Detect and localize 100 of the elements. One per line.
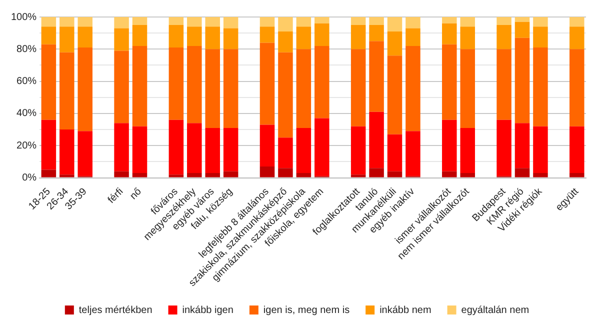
- bar: [387, 56, 402, 134]
- y-tick-label: 100%: [11, 12, 37, 23]
- bar: [187, 172, 202, 178]
- bar: [260, 42, 275, 125]
- bar: [223, 49, 238, 128]
- bar: [260, 26, 275, 43]
- bar: [132, 46, 148, 126]
- bar: [533, 17, 548, 27]
- bar: [369, 168, 384, 178]
- bar: [223, 17, 238, 28]
- bar: [406, 46, 420, 132]
- x-tick-label: nő: [128, 186, 144, 202]
- bar: [350, 49, 366, 126]
- bar: [387, 134, 402, 172]
- bar: [570, 17, 584, 27]
- bar: [496, 17, 512, 26]
- bar: [460, 26, 475, 50]
- bar: [533, 48, 548, 126]
- bar: [168, 25, 184, 48]
- bar: [460, 49, 475, 128]
- bar: [205, 128, 220, 173]
- bar: [187, 17, 202, 27]
- bar: [296, 172, 312, 178]
- bar: [205, 172, 220, 178]
- bar: [260, 17, 275, 27]
- bar: [41, 44, 56, 120]
- bar: [132, 25, 148, 46]
- bar: [41, 170, 56, 178]
- bar: [114, 50, 129, 124]
- bar: [387, 171, 402, 178]
- bar: [570, 172, 584, 178]
- legend-label: inkább nem: [380, 304, 432, 316]
- bar: [460, 128, 475, 173]
- legend-label: inkább igen: [182, 304, 234, 316]
- bar: [350, 174, 366, 178]
- bar: [533, 172, 548, 178]
- bar: [60, 17, 74, 27]
- bar: [533, 26, 548, 48]
- bar: [387, 17, 402, 32]
- bar: [41, 120, 56, 170]
- bar: [278, 52, 293, 138]
- bar: [296, 17, 312, 27]
- bar: [60, 174, 74, 178]
- bar: [187, 123, 202, 173]
- bar: [314, 46, 330, 118]
- bar: [60, 130, 74, 175]
- bar: [350, 17, 366, 26]
- bar: [205, 26, 220, 50]
- bar: [114, 17, 129, 28]
- bar: [387, 31, 402, 56]
- bar: [314, 17, 330, 24]
- bar: [260, 124, 275, 167]
- bar: [78, 26, 92, 48]
- bar: [369, 25, 384, 42]
- bar: [570, 126, 584, 173]
- bar: [278, 17, 293, 32]
- bar: [296, 26, 312, 50]
- bar: [406, 28, 420, 46]
- bar: [260, 166, 275, 178]
- bar: [168, 174, 184, 178]
- bar: [296, 128, 312, 173]
- bar: [41, 26, 56, 44]
- bar: [442, 171, 457, 178]
- bar: [205, 49, 220, 128]
- bar: [350, 126, 366, 175]
- bar: [187, 26, 202, 46]
- legend-label: teljes mértékben: [78, 304, 152, 316]
- bar: [168, 17, 184, 26]
- bar: [296, 49, 312, 128]
- bar: [205, 17, 220, 27]
- bar: [314, 23, 330, 46]
- bar: [278, 138, 293, 168]
- legend-label: igen is, meg nem is: [263, 304, 350, 316]
- bar: [369, 17, 384, 26]
- bar: [314, 118, 330, 176]
- bar: [168, 48, 184, 120]
- bar: [514, 22, 530, 38]
- x-tick-label: férfi: [106, 186, 126, 206]
- bar: [369, 112, 384, 168]
- bar: [78, 131, 92, 176]
- bar: [350, 25, 366, 50]
- bar: [460, 17, 475, 27]
- bar: [60, 26, 74, 52]
- bar: [406, 17, 420, 28]
- bar: [514, 38, 530, 124]
- bar: [496, 49, 512, 120]
- bar: [41, 17, 56, 27]
- bar: [278, 168, 293, 178]
- bar: [514, 17, 530, 22]
- y-tick-label: 80%: [16, 44, 37, 55]
- bar: [278, 31, 293, 52]
- bar: [442, 44, 457, 120]
- bar: [223, 171, 238, 178]
- bar: [132, 172, 148, 178]
- bar: [187, 46, 202, 124]
- y-tick-label: 20%: [16, 140, 37, 152]
- bar: [114, 171, 129, 178]
- y-tick-label: 0%: [22, 172, 37, 184]
- bar: [223, 128, 238, 172]
- bar: [406, 131, 420, 176]
